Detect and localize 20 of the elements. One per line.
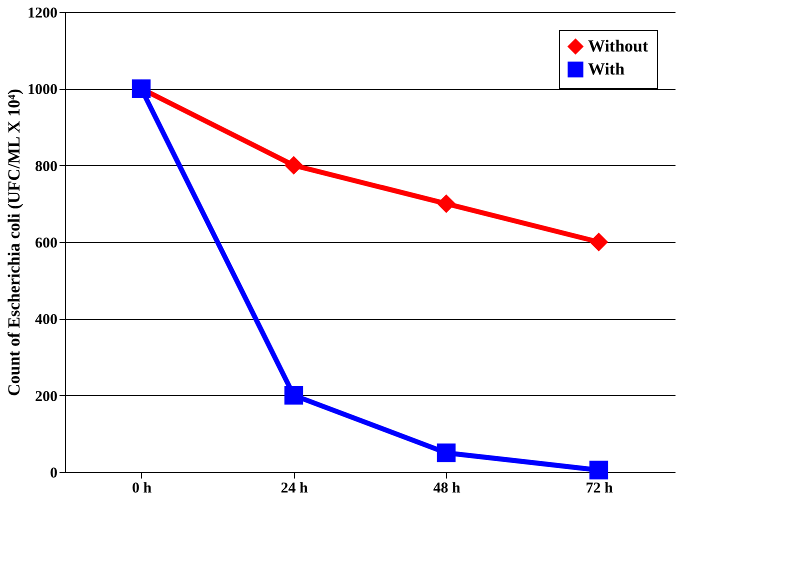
x-tick-label: 48 h xyxy=(433,480,461,496)
point xyxy=(589,460,608,480)
point xyxy=(436,443,456,462)
y-tick-label: 200 xyxy=(35,388,58,405)
y-tick-label: 600 xyxy=(35,236,58,252)
x-tick-label: 72 h xyxy=(586,480,614,496)
y-tick-label: 1200 xyxy=(28,6,58,22)
point xyxy=(436,194,456,214)
y-tick-label: 400 xyxy=(35,312,58,328)
point xyxy=(589,232,608,252)
legend-label: Without xyxy=(588,36,648,56)
legend-label: With xyxy=(588,60,626,78)
point xyxy=(284,386,304,405)
y-tick-label: 1000 xyxy=(28,82,58,98)
point xyxy=(284,156,304,175)
x-tick-label: 0 h xyxy=(132,480,152,496)
y-tick-label: 0 xyxy=(50,466,58,482)
x-tick-label: 24 h xyxy=(280,480,308,496)
y-tick-label: 800 xyxy=(35,158,58,175)
y-axis-title: Count of Escherichia coli (UFC/ML X 10⁴) xyxy=(4,88,24,396)
